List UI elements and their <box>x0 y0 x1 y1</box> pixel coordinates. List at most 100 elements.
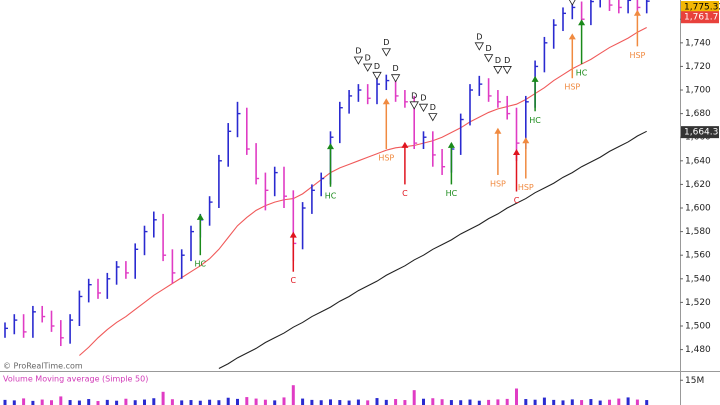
volume-bar <box>422 398 425 405</box>
volume-bar <box>105 399 109 405</box>
volume-title: Volume Moving average (Simple 50) <box>3 375 148 384</box>
volume-bar <box>617 398 621 405</box>
price-label-box <box>681 1 719 13</box>
volume-bar <box>329 399 332 405</box>
signal-arrowhead <box>531 75 539 82</box>
watermark: © ProRealTime.com <box>3 362 83 371</box>
volume-bar <box>87 399 91 405</box>
d-marker-label: D <box>430 103 436 112</box>
volume-bar <box>301 398 305 405</box>
d-marker-label: D <box>393 64 399 73</box>
y-tick-label: 1,700 <box>685 86 711 96</box>
volume-bar <box>608 399 611 405</box>
signal-arrowhead <box>522 137 530 144</box>
volume-bar <box>133 400 137 405</box>
volume-bar <box>31 400 35 405</box>
y-tick-label: 1,720 <box>685 62 711 72</box>
signal-label: HC <box>194 260 206 269</box>
d-marker-label: D <box>420 94 426 103</box>
volume-bar <box>552 399 556 405</box>
volume-bar <box>50 400 53 405</box>
d-marker-label: D <box>476 32 482 41</box>
signal-arrowhead <box>578 19 586 26</box>
y-tick-label: 1,500 <box>685 321 711 331</box>
volume-bar <box>533 399 537 405</box>
y-tick-label: 1,480 <box>685 345 711 355</box>
volume-bar <box>468 399 472 405</box>
volume-bar <box>487 399 491 405</box>
volume-bar <box>189 400 193 405</box>
signal-arrowhead <box>633 9 641 16</box>
signal-label: HC <box>325 191 337 200</box>
d-marker-label: D <box>365 54 371 63</box>
price-label-box <box>681 11 719 24</box>
y-tick-label: 1,680 <box>685 109 711 119</box>
price-label: 1,664.3 <box>684 128 718 138</box>
volume-bar <box>431 398 435 405</box>
volume-bar <box>505 398 509 405</box>
d-marker <box>483 54 494 63</box>
y-tick-label: 1,600 <box>685 204 711 214</box>
d-marker <box>381 48 391 57</box>
volume-bar <box>208 399 212 405</box>
signal-label: HC <box>576 69 588 78</box>
volume-bar <box>459 400 463 405</box>
volume-bar <box>282 397 286 405</box>
signal-label: C <box>514 196 520 205</box>
volume-bar <box>115 400 119 405</box>
signal-label: C <box>402 189 408 198</box>
volume-bar <box>449 400 453 405</box>
volume-bar <box>496 399 500 405</box>
signal-label: C <box>291 276 297 285</box>
signal-label: HC <box>529 116 541 125</box>
signal-arrowhead <box>513 149 520 156</box>
signal-arrowhead <box>382 98 390 105</box>
volume-bar <box>170 399 174 405</box>
volume-bar <box>77 400 81 405</box>
y-tick-label: 1,640 <box>685 156 711 166</box>
volume-bar <box>524 399 528 405</box>
d-marker <box>390 74 401 83</box>
d-marker-label: D <box>486 44 492 53</box>
volume-bar <box>22 398 26 405</box>
y-tick-label: 1,560 <box>685 251 711 261</box>
signal-label: HSP <box>564 83 580 92</box>
d-marker-label: D <box>411 91 417 100</box>
price-label: 1,761.7 <box>684 13 718 23</box>
volume-bar <box>477 400 481 405</box>
volume-bar <box>273 400 277 405</box>
signal-arrowhead <box>447 141 455 148</box>
volume-bar <box>161 391 165 405</box>
signal-label: HSP <box>629 51 645 60</box>
d-marker <box>502 66 512 75</box>
y-tick-label: 1,620 <box>685 180 711 190</box>
volume-bar <box>143 399 146 405</box>
signal-arrowhead <box>401 141 409 148</box>
moving-average <box>79 26 647 356</box>
volume-bar <box>645 400 649 405</box>
volume-bar <box>152 398 156 405</box>
d-marker <box>409 101 419 110</box>
y-tick-label: 1,740 <box>685 38 711 48</box>
volume-bar <box>217 400 221 405</box>
volume-bar <box>384 399 388 405</box>
y-tick-label: 1,540 <box>685 274 711 284</box>
d-marker <box>372 71 382 81</box>
signal-arrowhead <box>196 213 204 220</box>
volume-bar <box>561 400 565 405</box>
volume-bar <box>310 399 314 405</box>
y-tick-label: 1,520 <box>685 298 711 308</box>
volume-bar <box>366 400 370 405</box>
volume-bar <box>180 400 184 405</box>
price-label-box <box>681 126 719 139</box>
signal-label: HC <box>446 189 458 198</box>
volume-bar <box>347 400 351 405</box>
d-marker <box>493 66 503 75</box>
volume-bar <box>198 400 202 405</box>
price-label: 1,775.32 <box>684 3 720 13</box>
volume-bar <box>338 400 342 405</box>
volume-bar <box>124 398 128 405</box>
